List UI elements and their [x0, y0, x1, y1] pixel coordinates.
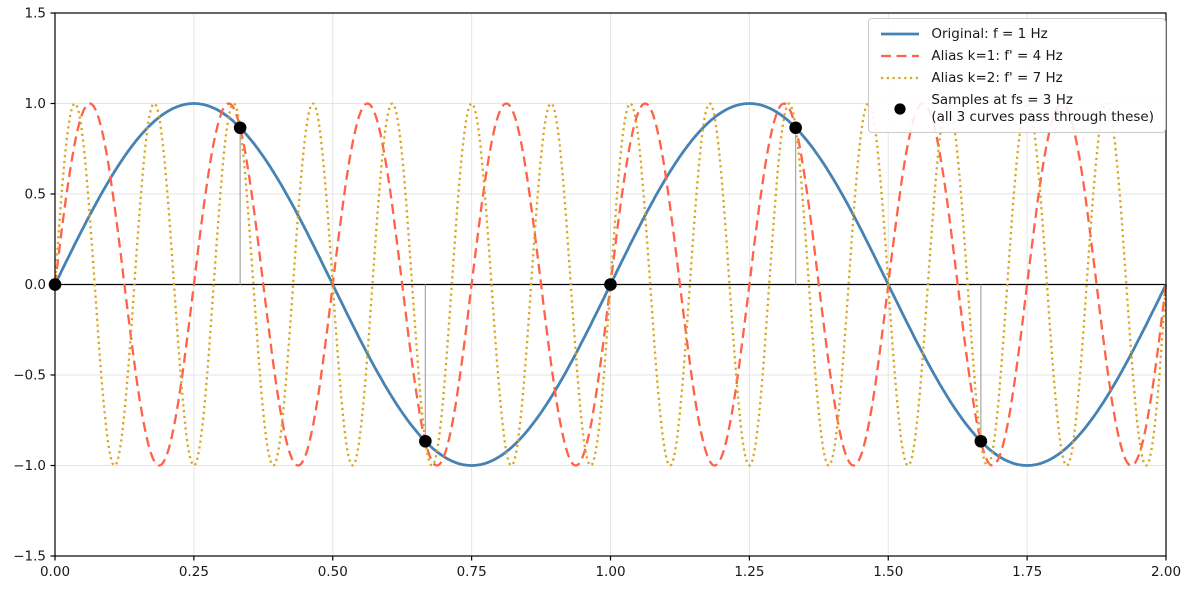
legend-label-alias1: Alias k=1: f' = 4 Hz	[931, 47, 1063, 64]
legend-item-alias1: Alias k=1: f' = 4 Hz	[878, 48, 1154, 65]
legend-label-original: Original: f = 1 Hz	[931, 26, 1048, 42]
sample-point	[974, 434, 988, 448]
x-tick-label: 0.25	[179, 564, 209, 580]
sample-point	[419, 434, 432, 448]
x-tick-label: 0.00	[40, 564, 70, 580]
x-tick-label: 1.50	[873, 564, 903, 580]
legend-dashed-line-icon	[881, 55, 920, 58]
sample-point	[604, 278, 617, 291]
sample-point	[233, 121, 247, 135]
legend-solid-line-icon	[881, 33, 920, 36]
x-tick-label: 1.00	[595, 564, 625, 580]
y-tick-label: 1.0	[25, 96, 46, 112]
sample-point	[789, 121, 802, 135]
legend-label-samples: Samples at fs = 3 Hz (all 3 curves pass …	[931, 92, 1154, 126]
legend-label-alias2: Alias k=2: f' = 7 Hz	[931, 69, 1063, 86]
legend-label-samples-line2: (all 3 curves pass through these)	[931, 108, 1154, 125]
legend-item-alias2: Alias k=2: f' = 7 Hz	[878, 70, 1154, 87]
legend-item-original: Original: f = 1 Hz	[878, 26, 1154, 43]
legend: Original: f = 1 Hz Alias k=1: f' = 4 Hz …	[868, 18, 1166, 134]
y-tick-label: −1.5	[13, 549, 46, 565]
legend-label-samples-line1: Samples at fs = 3 Hz	[931, 91, 1073, 108]
x-tick-label: 1.25	[734, 564, 764, 580]
legend-dotted-line-icon	[881, 77, 920, 80]
y-tick-label: 0.5	[25, 187, 46, 203]
x-tick-label: 1.75	[1012, 564, 1042, 580]
y-tick-label: 1.5	[25, 6, 46, 22]
y-tick-label: 0.0	[25, 277, 46, 293]
x-tick-label: 2.00	[1151, 564, 1181, 580]
x-tick-label: 0.50	[318, 564, 348, 580]
legend-item-samples: Samples at fs = 3 Hz (all 3 curves pass …	[878, 92, 1154, 126]
legend-dot-marker-icon	[894, 102, 906, 115]
y-tick-label: −1.0	[13, 458, 46, 474]
y-tick-label: −0.5	[13, 368, 46, 384]
x-tick-label: 0.75	[457, 564, 487, 580]
